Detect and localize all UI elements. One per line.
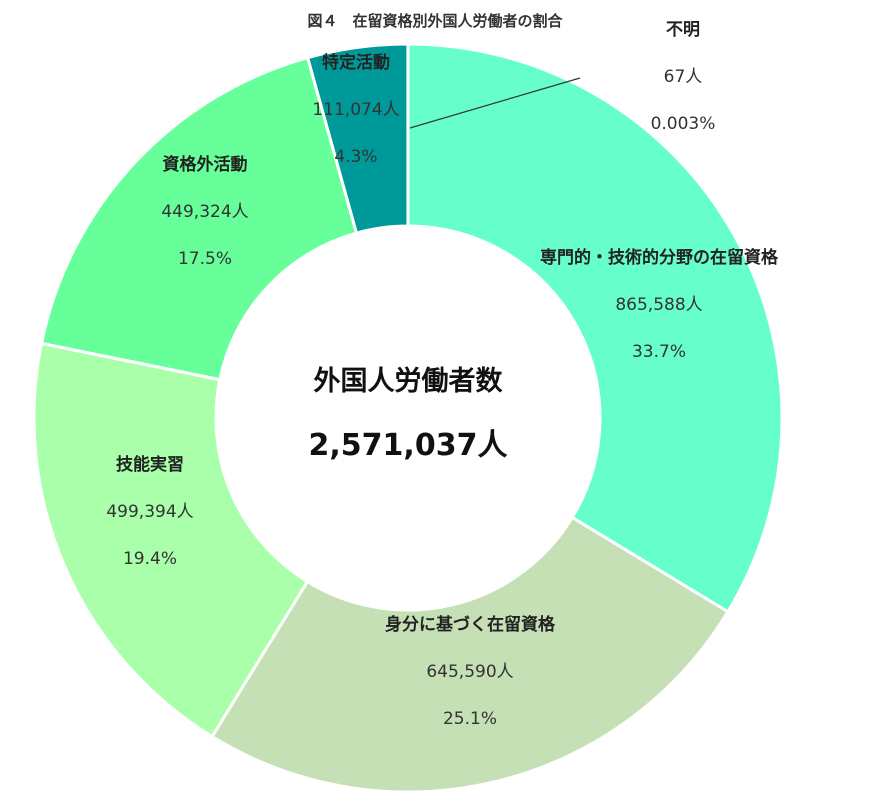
slice-1-percent: 25.1% (443, 709, 497, 729)
slice-0 (406, 42, 784, 614)
slice-5-count: 67人 (664, 67, 703, 87)
slice-0-percent: 33.7% (632, 342, 686, 362)
unknown-leader-line (409, 77, 581, 129)
slice-3-percent: 17.5% (178, 249, 232, 269)
chart-title: 図４ 在留資格別外国人労働者の割合 (307, 12, 563, 30)
slice-2-name: 技能実習 (116, 454, 184, 475)
slice-5-percent: 0.003% (651, 114, 716, 134)
slice-1 (209, 515, 730, 794)
slice-3-count: 449,324人 (161, 202, 248, 222)
slice-2 (32, 341, 310, 739)
slice-1-name: 身分に基づく在留資格 (385, 614, 556, 635)
slice-4-percent: 4.3% (334, 147, 377, 167)
slice-0-name: 専門的・技術的分野の在留資格 (540, 247, 779, 268)
center-value: 2,571,037人 (309, 428, 508, 463)
slice-3-name: 資格外活動 (163, 154, 248, 175)
slice-4-count: 111,074人 (312, 100, 399, 120)
slice-1-count: 645,590人 (426, 662, 513, 682)
slice-2-count: 499,394人 (106, 502, 193, 522)
slice-5-name: 不明 (666, 20, 700, 40)
slice-4-name: 特定活動 (322, 52, 390, 73)
slice-0-count: 865,588人 (615, 295, 702, 315)
slice-3 (39, 55, 359, 382)
center-label: 外国人労働者数 (314, 366, 504, 397)
slice-2-percent: 19.4% (123, 549, 177, 569)
